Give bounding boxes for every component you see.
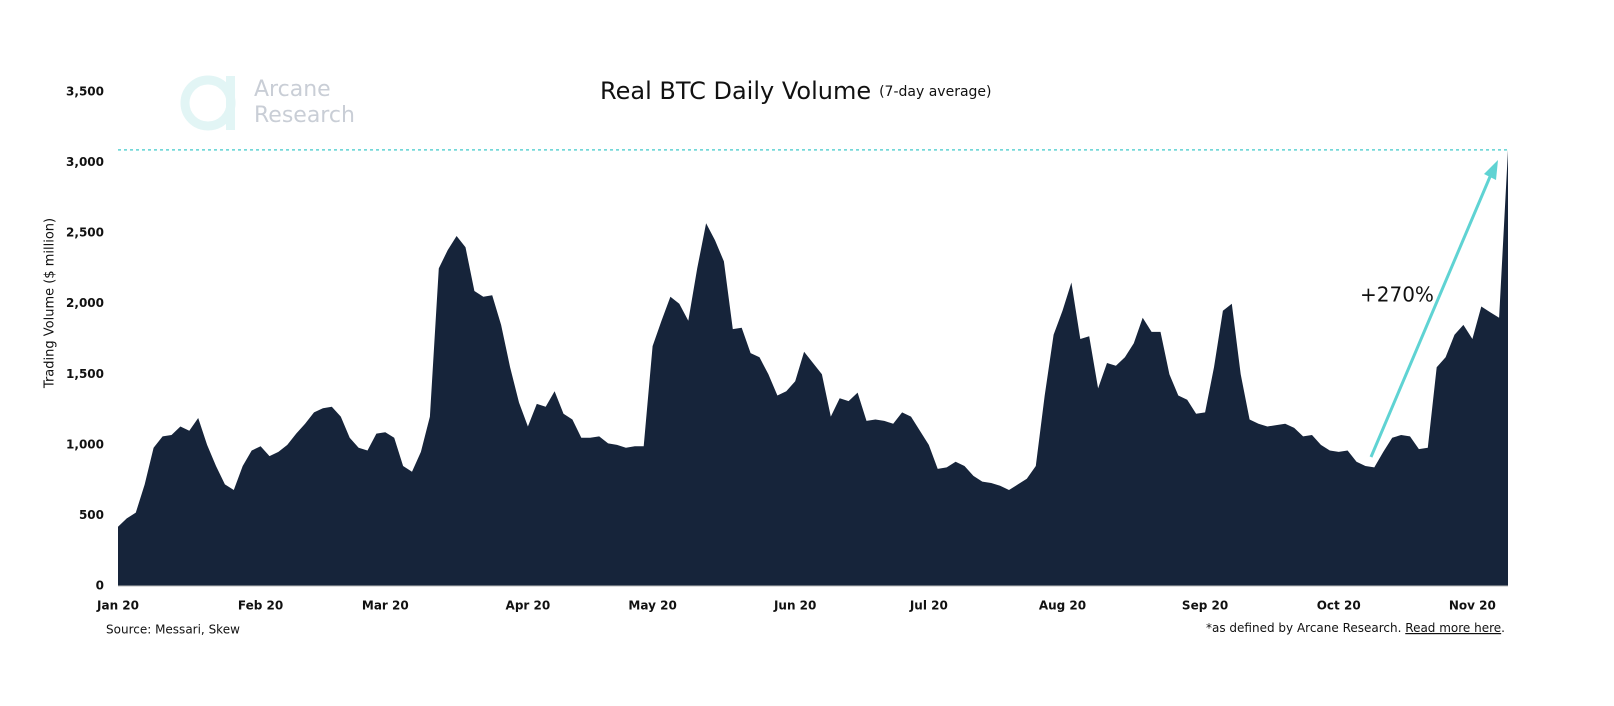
annotation: +270% <box>1360 283 1434 307</box>
logo-mark <box>226 76 235 130</box>
arrow <box>1369 171 1494 458</box>
x-tick-label: Jul 20 <box>909 599 948 613</box>
arrowhead <box>1484 160 1498 180</box>
y-tick-label: 2,000 <box>66 296 104 310</box>
x-tick-label: Sep 20 <box>1182 599 1228 613</box>
logo-mark <box>180 75 236 131</box>
y-tick-label: 1,500 <box>66 367 104 381</box>
footnote-text: *as defined by Arcane Research. <box>1206 621 1405 635</box>
x-tick-label: Apr 20 <box>506 599 551 613</box>
logo: Arcane Research <box>180 75 355 131</box>
x-tick-label: Feb 20 <box>238 599 283 613</box>
y-tick-label: 2,500 <box>66 226 104 240</box>
title: Real BTC Daily Volume <box>600 77 871 105</box>
footnote-text: . <box>1501 621 1505 635</box>
footnote: *as defined by Arcane Research. Read mor… <box>1206 621 1505 635</box>
y-tick-label: 3,000 <box>66 155 104 169</box>
x-tick-label: Nov 20 <box>1449 599 1496 613</box>
x-tick-label: Jan 20 <box>96 599 139 613</box>
footnote-link[interactable]: Read more here <box>1405 621 1501 635</box>
logo-text: Arcane <box>254 77 331 102</box>
area <box>118 149 1508 586</box>
y-tick-label: 0 <box>96 579 104 593</box>
x-tick-label: Oct 20 <box>1317 599 1361 613</box>
logo-text: Research <box>254 103 355 128</box>
y-axis-label: Trading Volume ($ million) <box>43 218 58 389</box>
y-tick-label: 3,500 <box>66 85 104 99</box>
x-tick-label: Mar 20 <box>362 599 409 613</box>
subtitle: (7-day average) <box>879 84 991 100</box>
y-tick-label: 1,000 <box>66 437 104 451</box>
chart-title: Real BTC Daily Volume (7-day average) <box>600 77 992 105</box>
x-tick-label: Aug 20 <box>1039 599 1086 613</box>
x-tick-label: May 20 <box>628 599 676 613</box>
x-tick-label: Jun 20 <box>773 599 816 613</box>
source: Source: Messari, Skew <box>106 623 240 637</box>
y-tick-label: 500 <box>79 508 104 522</box>
